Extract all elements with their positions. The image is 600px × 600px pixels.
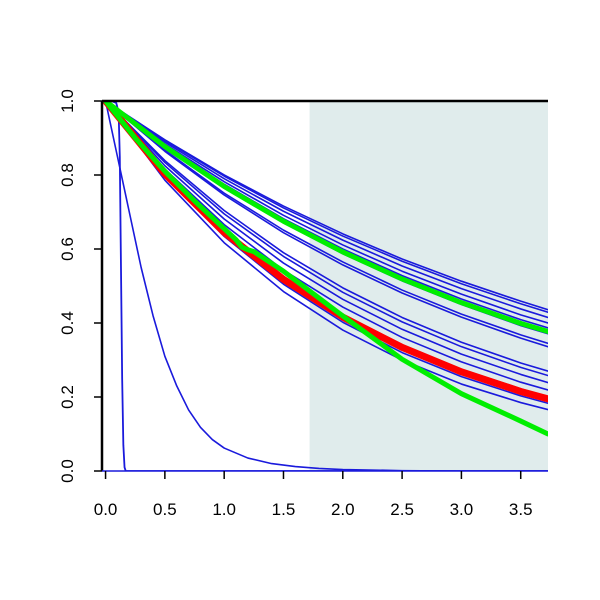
y-tick-label: 0.6 bbox=[58, 237, 77, 261]
y-tick-label: 1.0 bbox=[58, 89, 77, 113]
series-line-10 bbox=[104, 101, 548, 377]
series-line-7 bbox=[104, 101, 548, 345]
series-line-2 bbox=[104, 101, 548, 314]
series-line-15 bbox=[104, 101, 548, 411]
series-line-9 bbox=[104, 101, 548, 372]
series-line-4 bbox=[104, 101, 548, 324]
x-tick-label: 3.0 bbox=[450, 500, 474, 519]
x-tick-label: 0.0 bbox=[94, 500, 118, 519]
series-line-19 bbox=[103, 101, 548, 335]
series-line-20 bbox=[103, 101, 548, 437]
y-axis-ticks: 0.0 0.2 0.4 0.6 0.8 1.0 bbox=[58, 89, 102, 483]
x-axis-ticks: 0.0 0.5 1.0 1.5 2.0 2.5 3.0 3.5 bbox=[94, 471, 533, 519]
axes-group bbox=[100, 99, 548, 472]
y-tick-label: 0.0 bbox=[58, 459, 77, 483]
y-tick-label: 0.4 bbox=[58, 311, 77, 335]
y-tick-label: 0.2 bbox=[58, 385, 77, 409]
y-tick-label: 0.8 bbox=[58, 163, 77, 187]
x-tick-label: 1.0 bbox=[212, 500, 236, 519]
series-line-11 bbox=[104, 101, 548, 384]
series-line-17 bbox=[104, 101, 548, 471]
x-tick-label: 3.5 bbox=[509, 500, 533, 519]
series-group bbox=[102, 101, 548, 471]
series-line-8 bbox=[104, 101, 548, 348]
series-line-3 bbox=[104, 101, 548, 319]
x-tick-label: 1.5 bbox=[272, 500, 296, 519]
x-tick-label: 0.5 bbox=[153, 500, 177, 519]
x-tick-label: 2.5 bbox=[390, 500, 414, 519]
x-tick-label: 2.0 bbox=[331, 500, 355, 519]
